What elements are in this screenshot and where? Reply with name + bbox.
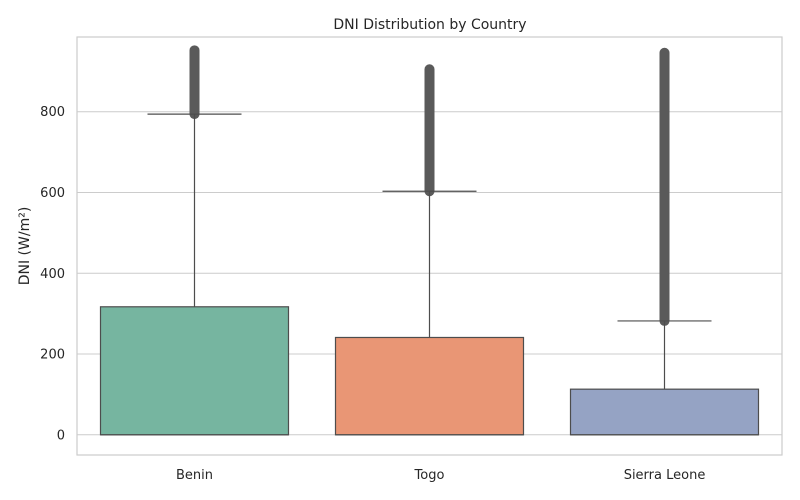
y-tick-label: 600	[40, 186, 65, 201]
y-tick-label: 200	[40, 348, 65, 363]
x-tick-label: Togo	[414, 468, 445, 483]
box-group-benin	[99, 45, 290, 436]
x-tick-label: Sierra Leone	[624, 468, 706, 483]
box-group-sierra-leone	[569, 47, 760, 436]
y-tick-label: 400	[40, 267, 65, 282]
plot-frame	[76, 36, 783, 456]
chart-title: DNI Distribution by Country	[333, 17, 526, 33]
box-iqr	[99, 306, 290, 436]
box-iqr	[569, 388, 760, 436]
box-group-togo	[334, 64, 525, 436]
y-axis-label: DNI (W/m²)	[17, 207, 33, 286]
y-tick-label: 0	[57, 428, 65, 443]
y-tick-label: 800	[40, 105, 65, 120]
x-tick-label: Benin	[176, 468, 213, 483]
box-iqr	[334, 336, 525, 436]
